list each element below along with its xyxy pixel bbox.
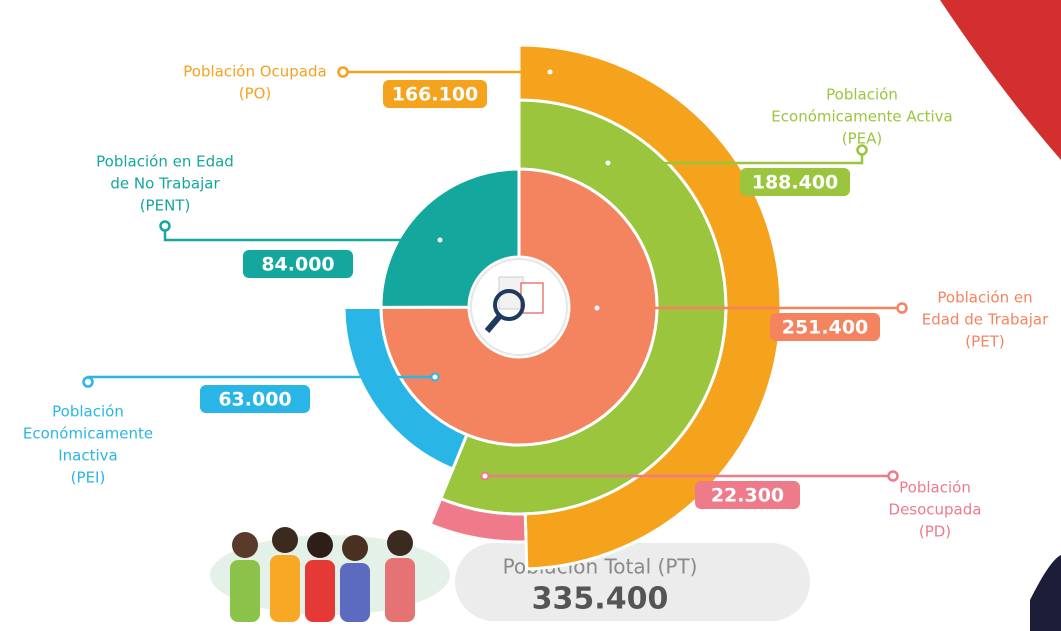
ring-segment [517, 43, 783, 571]
leader-dot [430, 372, 440, 382]
total-value: 335.400 [532, 582, 669, 617]
corner-decoration [1030, 555, 1061, 631]
leader-dot [435, 235, 445, 245]
leader-end [82, 376, 94, 388]
value-badge [243, 250, 353, 278]
segment-name: (PEA) [842, 130, 883, 148]
value-badge [770, 313, 880, 341]
people-illustration [210, 527, 450, 622]
segment-name: Edad de Trabajar [922, 311, 1049, 329]
leader-end [896, 302, 908, 314]
ring-segment [379, 167, 521, 309]
segment-name: (PENT) [140, 197, 191, 215]
segment-name: Población en Edad [96, 153, 234, 171]
segment-name: (PEI) [71, 469, 106, 487]
value-badge [740, 168, 850, 196]
value-label: 251.400 [782, 317, 869, 339]
segment-name: (PD) [919, 523, 951, 541]
leader-dot [603, 158, 613, 168]
value-label: 63.000 [218, 389, 291, 411]
segment-name: Inactiva [58, 447, 118, 465]
leader-end [856, 144, 868, 156]
center-icon [493, 289, 525, 321]
leader-end [337, 66, 349, 78]
leader-dot [545, 67, 555, 77]
segment-name: de No Trabajar [110, 175, 220, 193]
segment-name: Económicamente [23, 425, 153, 443]
value-badge [695, 481, 800, 509]
ring-segment [428, 496, 528, 544]
ring-segment [342, 305, 469, 471]
segment-name: Población [52, 403, 124, 421]
value-badge [200, 385, 310, 413]
leader-dot [480, 471, 490, 481]
corner-decoration [940, 0, 1061, 160]
segment-name: Desocupada [889, 501, 982, 519]
value-label: 84.000 [261, 254, 334, 276]
value-label: 22.300 [711, 485, 784, 507]
value-label: 188.400 [752, 172, 839, 194]
segment-name: (PO) [239, 85, 272, 103]
leaders: 251.400 Población en Edad de Trabajar (PET)… [23, 63, 1049, 541]
center-icon [484, 315, 502, 333]
segment-name: Económicamente Activa [771, 108, 952, 126]
value-badge [383, 80, 487, 108]
rings [342, 43, 783, 571]
segment-name: (PET) [965, 333, 1004, 351]
leader-end [159, 220, 171, 232]
leader-dot [592, 303, 602, 313]
segment-name: Población [899, 479, 971, 497]
leader-end [887, 470, 899, 482]
segment-name: Población Ocupada [183, 63, 326, 81]
segment-name: Población [826, 86, 898, 104]
value-label: 166.100 [392, 84, 479, 106]
segment-name: Población en [937, 289, 1032, 307]
